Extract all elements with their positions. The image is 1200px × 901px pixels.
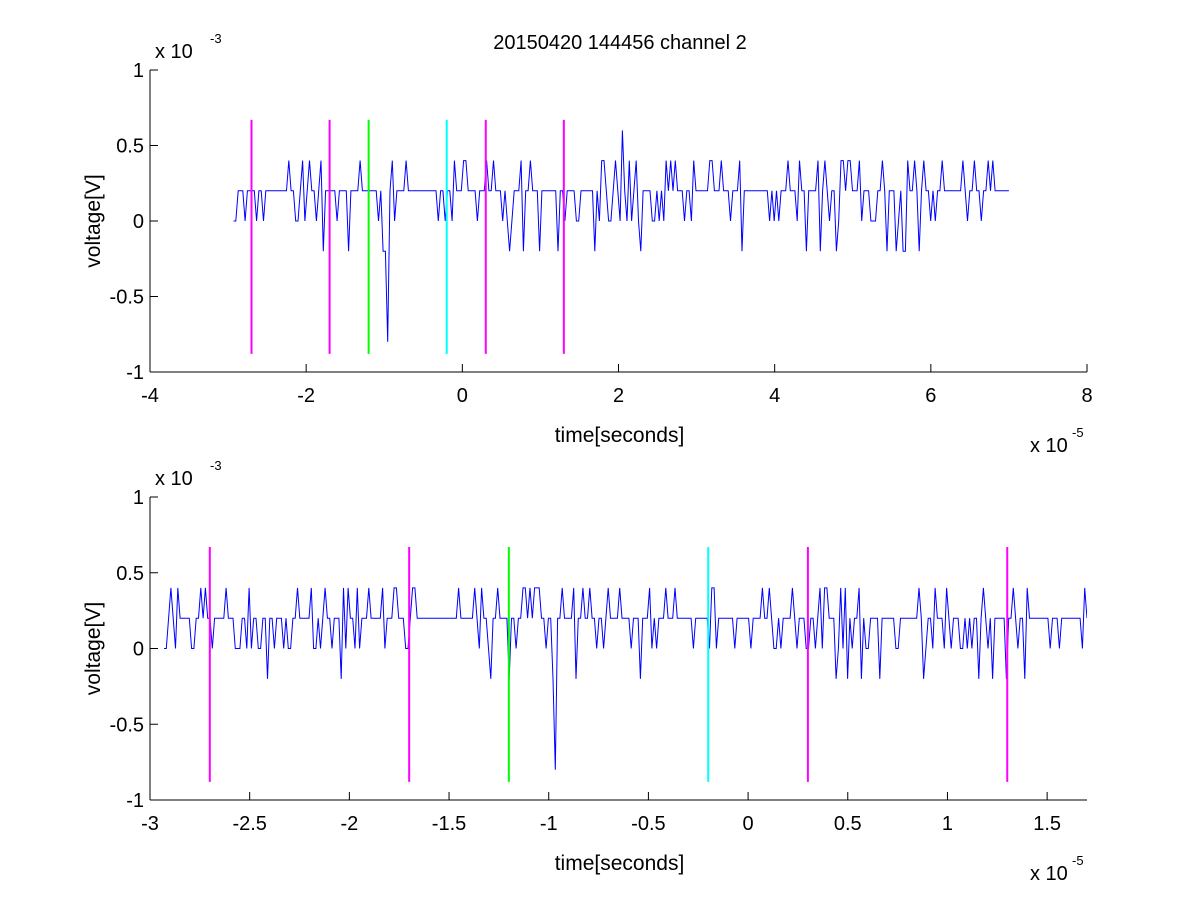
x-tick-label: -1 <box>540 813 558 835</box>
x-tick-label: 2 <box>613 385 624 407</box>
y-tick-label: 0.5 <box>116 563 144 585</box>
plot-area <box>233 119 1009 354</box>
x-tick-label: -3 <box>141 813 159 835</box>
x-tick-label: -2 <box>340 813 358 835</box>
signal-trace <box>233 130 1009 342</box>
x-tick-label: -1.5 <box>432 813 466 835</box>
x-axis-label: time[seconds] <box>555 852 685 875</box>
y-axis-label: voltage[V] <box>82 602 105 695</box>
y-axis-label: voltage[V] <box>82 174 105 267</box>
x-tick-label: -2 <box>297 385 315 407</box>
x-tick-label: -2.5 <box>232 813 266 835</box>
y-tick-label: 1 <box>133 60 144 82</box>
y-multiplier-exponent: -3 <box>210 458 222 473</box>
y-tick-label: -0.5 <box>110 287 144 309</box>
figure-title: 20150420 144456 channel 2 <box>493 32 747 54</box>
x-multiplier-exponent: -5 <box>1072 853 1084 868</box>
x-tick-label: 0.5 <box>834 813 862 835</box>
y-tick-label: -1 <box>126 362 144 384</box>
y-multiplier-label: x 10 <box>155 41 193 63</box>
x-tick-label: 1.5 <box>1033 813 1061 835</box>
y-tick-label: 0 <box>133 639 144 661</box>
signal-trace <box>164 587 1087 770</box>
top-plot: -1 -0.5 0 0.5 1 -4 -2 0 2 4 6 8 time[seconds] voltage… <box>82 31 1093 457</box>
x-multiplier-exponent: -5 <box>1072 425 1084 440</box>
x-tick-label: 0 <box>457 385 468 407</box>
x-tick-label: 8 <box>1081 385 1092 407</box>
x-tick-label: 6 <box>925 385 936 407</box>
y-tick-label: 0.5 <box>116 136 144 158</box>
y-multiplier-label: x 10 <box>155 468 193 490</box>
x-multiplier-label: x 10 <box>1030 435 1068 457</box>
plot-area <box>164 546 1087 782</box>
x-tick-label: 0 <box>743 813 754 835</box>
x-tick-label: -4 <box>141 385 159 407</box>
x-axis-label: time[seconds] <box>555 424 685 447</box>
y-tick-label: 1 <box>133 487 144 509</box>
x-tick-label: 4 <box>769 385 780 407</box>
bottom-plot: -1 -0.5 0 0.5 1 -3 -2.5 -2 -1.5 -1 -0.5 0 0.5 1 1.5 tim… <box>82 458 1087 885</box>
x-tick-label: -0.5 <box>631 813 665 835</box>
x-tick-label: 1 <box>942 813 953 835</box>
y-tick-label: 0 <box>133 211 144 233</box>
y-tick-label: -0.5 <box>110 714 144 736</box>
x-multiplier-label: x 10 <box>1030 863 1068 885</box>
y-multiplier-exponent: -3 <box>210 31 222 46</box>
y-tick-label: -1 <box>126 790 144 812</box>
